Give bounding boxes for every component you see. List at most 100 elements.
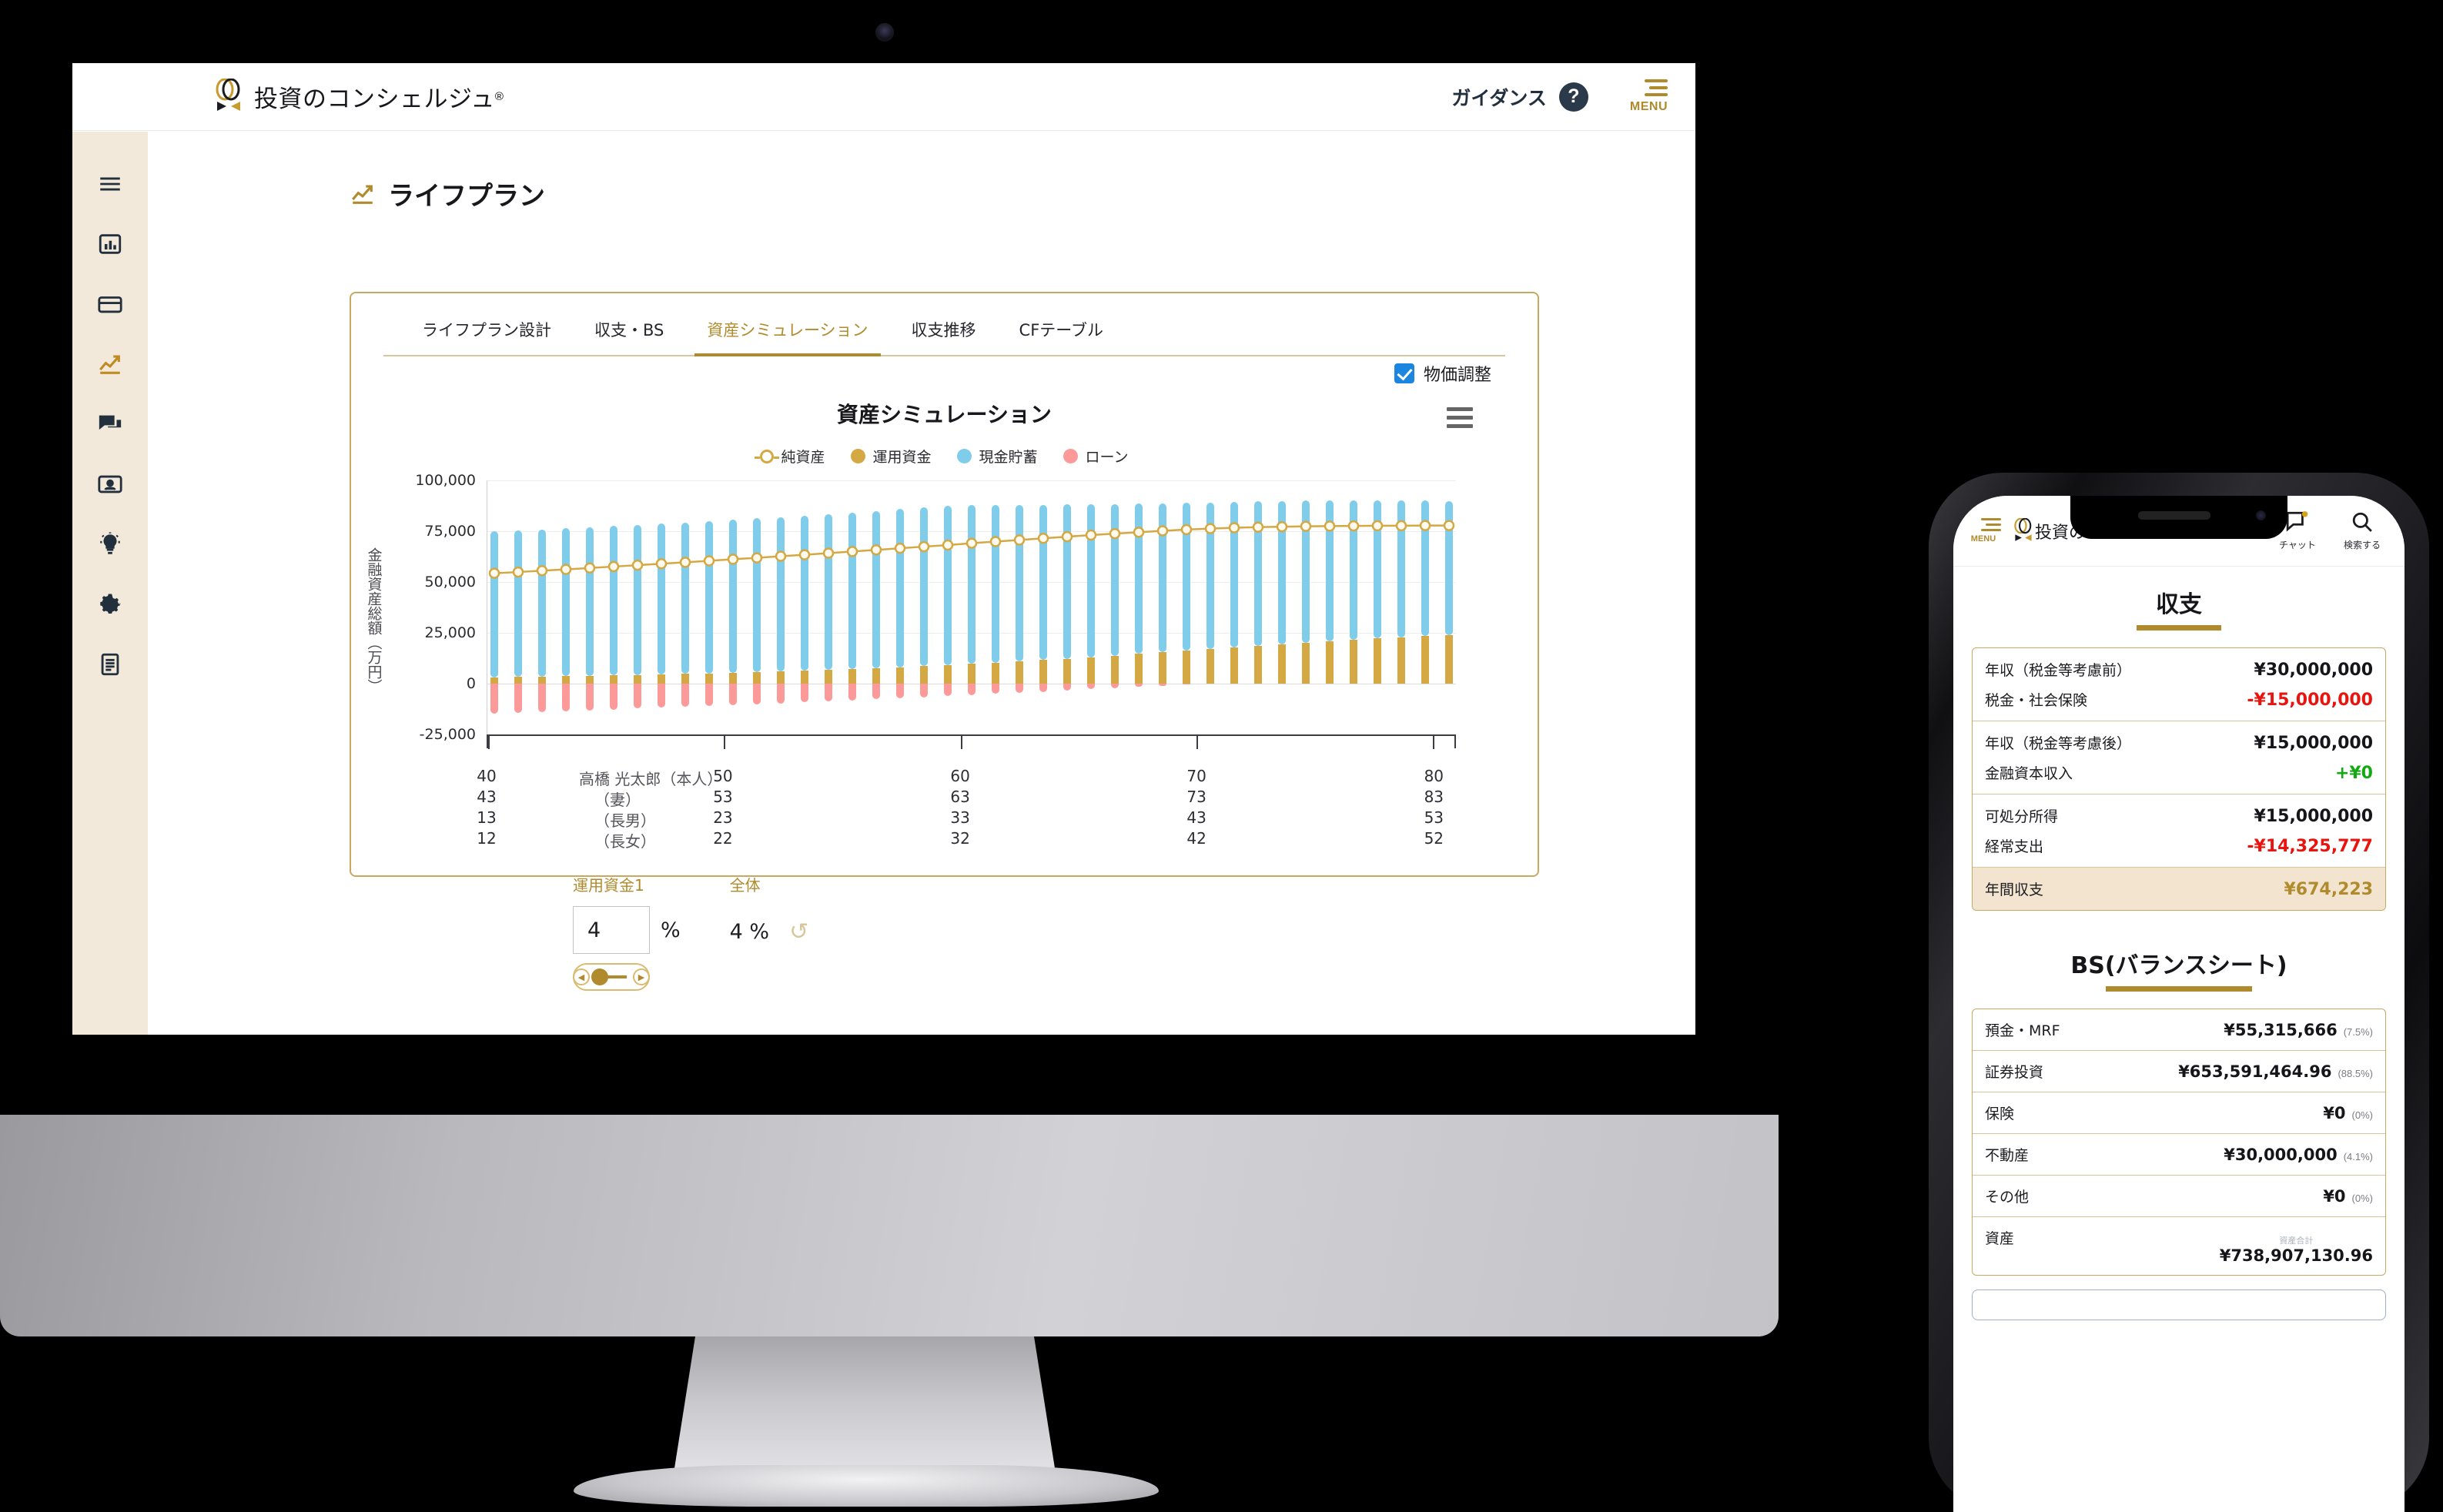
tab-asset-simulation[interactable]: 資産シミュレーション xyxy=(685,318,889,356)
tab-lifeplan-design[interactable]: ライフプラン設計 xyxy=(422,321,551,340)
bar-segment-investment xyxy=(1350,639,1357,684)
legend-item-cash-savings[interactable]: 現金貯蓄 xyxy=(957,446,1037,467)
bar-column[interactable] xyxy=(968,480,976,734)
phone-search-button[interactable]: 検索する xyxy=(2338,511,2386,551)
legend-item-net-assets[interactable]: 純資産 xyxy=(755,446,825,467)
legend-item-loan[interactable]: ローン xyxy=(1063,446,1129,467)
bar-column[interactable] xyxy=(729,480,737,734)
legend-item-investment[interactable]: 運用資金 xyxy=(851,446,931,467)
sidebar-item-id-card-icon[interactable] xyxy=(96,470,124,498)
bar-segment-loan xyxy=(777,684,785,704)
next-card-placeholder[interactable] xyxy=(1972,1290,2386,1320)
sidebar-item-bar-chart-icon[interactable] xyxy=(96,230,124,258)
bar-column[interactable] xyxy=(992,480,999,734)
sidebar-item-hamburger-icon[interactable] xyxy=(96,170,124,198)
row-value: +¥0 xyxy=(2334,764,2373,783)
bar-column[interactable] xyxy=(1230,480,1238,734)
desktop-header: 投資のコンシェルジュ ® ガイダンス ? MENU xyxy=(72,63,1695,131)
bar-segment-loan xyxy=(1016,684,1023,694)
bar-column[interactable] xyxy=(753,480,761,734)
bar-column[interactable] xyxy=(634,480,641,734)
sidebar-item-lightbulb-icon[interactable] xyxy=(96,530,124,558)
fund1-input[interactable]: 4 xyxy=(573,906,650,954)
chart-export-menu-icon[interactable] xyxy=(1447,407,1473,433)
sidebar-item-trend-up-icon[interactable] xyxy=(96,350,124,378)
tab-income-trend[interactable]: 収支推移 xyxy=(911,321,976,340)
tab-income-bs[interactable]: 収支・BS xyxy=(594,321,664,340)
bar-segment-investment xyxy=(777,671,785,684)
bar-column[interactable] xyxy=(1350,480,1357,734)
bar-column[interactable] xyxy=(920,480,928,734)
tab-cf-table[interactable]: CFテーブル xyxy=(1019,321,1104,340)
guidance-label[interactable]: ガイダンス xyxy=(1451,86,1547,109)
sidebar-item-chat-bubbles-icon[interactable] xyxy=(96,410,124,438)
income-group: 年収（税金等考慮前） ¥30,000,000 税金・社会保険 -¥15,000,000 xyxy=(1973,648,2385,721)
bar-column[interactable] xyxy=(1445,480,1453,734)
fund1-slider[interactable]: ◀ ▶ xyxy=(573,963,650,991)
bs-row-percent: (88.5%) xyxy=(2338,1068,2373,1079)
bar-column[interactable] xyxy=(1302,480,1310,734)
bar-column[interactable] xyxy=(514,480,522,734)
sidebar-item-document-icon[interactable] xyxy=(96,651,124,678)
bar-column[interactable] xyxy=(896,480,904,734)
bar-column[interactable] xyxy=(1374,480,1381,734)
x-axis-age-value: 60 xyxy=(950,767,970,785)
bar-column[interactable] xyxy=(1326,480,1334,734)
slider-track[interactable] xyxy=(596,975,627,978)
bar-column[interactable] xyxy=(681,480,689,734)
income-title-underline xyxy=(2137,625,2221,631)
bar-column[interactable] xyxy=(825,480,832,734)
bar-column[interactable] xyxy=(872,480,880,734)
bar-column[interactable] xyxy=(848,480,856,734)
checkbox-icon[interactable] xyxy=(1394,363,1414,383)
phone-menu-button[interactable]: MENU xyxy=(1966,518,2001,544)
bar-column[interactable] xyxy=(705,480,713,734)
bar-segment-cash xyxy=(1159,503,1166,653)
bar-segment-loan xyxy=(872,684,880,700)
bar-column[interactable] xyxy=(1278,480,1286,734)
bar-column[interactable] xyxy=(1087,480,1095,734)
total-control: 全体 4 % ↺ xyxy=(730,873,809,945)
bar-column[interactable] xyxy=(562,480,570,734)
slider-knob[interactable] xyxy=(591,968,608,985)
bar-segment-loan xyxy=(634,684,641,709)
row-label: 税金・社会保険 xyxy=(1985,692,2088,709)
bar-column[interactable] xyxy=(944,480,952,734)
bar-column[interactable] xyxy=(801,480,808,734)
bar-column[interactable] xyxy=(1183,480,1190,734)
bar-column[interactable] xyxy=(1206,480,1214,734)
menu-button[interactable]: MENU xyxy=(1630,79,1668,114)
x-axis-age-value: 12 xyxy=(477,829,497,848)
bar-column[interactable] xyxy=(490,480,498,734)
undo-icon[interactable]: ↺ xyxy=(789,918,809,945)
inflation-adjust-checkbox[interactable]: 物価調整 xyxy=(1394,361,1491,386)
bar-column[interactable] xyxy=(1397,480,1405,734)
y-tick-label: 25,000 xyxy=(424,624,476,641)
slider-left-arrow-icon[interactable]: ◀ xyxy=(573,968,590,985)
bar-segment-investment xyxy=(1397,637,1405,684)
sidebar-item-credit-card-icon[interactable] xyxy=(96,290,124,318)
bar-column[interactable] xyxy=(1063,480,1071,734)
brand-logo[interactable]: 投資のコンシェルジュ ® xyxy=(213,78,504,115)
help-icon[interactable]: ? xyxy=(1558,82,1588,112)
bar-column[interactable] xyxy=(1111,480,1119,734)
x-axis-person-label: （長女） xyxy=(594,832,656,851)
phone-chat-button[interactable]: チャット xyxy=(2274,510,2321,551)
bar-column[interactable] xyxy=(586,480,594,734)
bar-column[interactable] xyxy=(658,480,665,734)
bar-column[interactable] xyxy=(1016,480,1023,734)
bar-column[interactable] xyxy=(1135,480,1143,734)
bar-column[interactable] xyxy=(777,480,785,734)
sidebar-item-gear-icon[interactable] xyxy=(96,590,124,618)
bar-segment-investment xyxy=(753,671,761,684)
bar-column[interactable] xyxy=(1159,480,1166,734)
desktop-sidebar xyxy=(72,132,148,1035)
bar-column[interactable] xyxy=(1254,480,1262,734)
bar-segment-investment xyxy=(992,662,999,684)
bar-column[interactable] xyxy=(538,480,546,734)
bar-column[interactable] xyxy=(1039,480,1047,734)
slider-right-arrow-icon[interactable]: ▶ xyxy=(633,968,650,985)
bs-row-label: 保険 xyxy=(1985,1106,2015,1122)
bar-column[interactable] xyxy=(1421,480,1429,734)
bar-column[interactable] xyxy=(610,480,617,734)
